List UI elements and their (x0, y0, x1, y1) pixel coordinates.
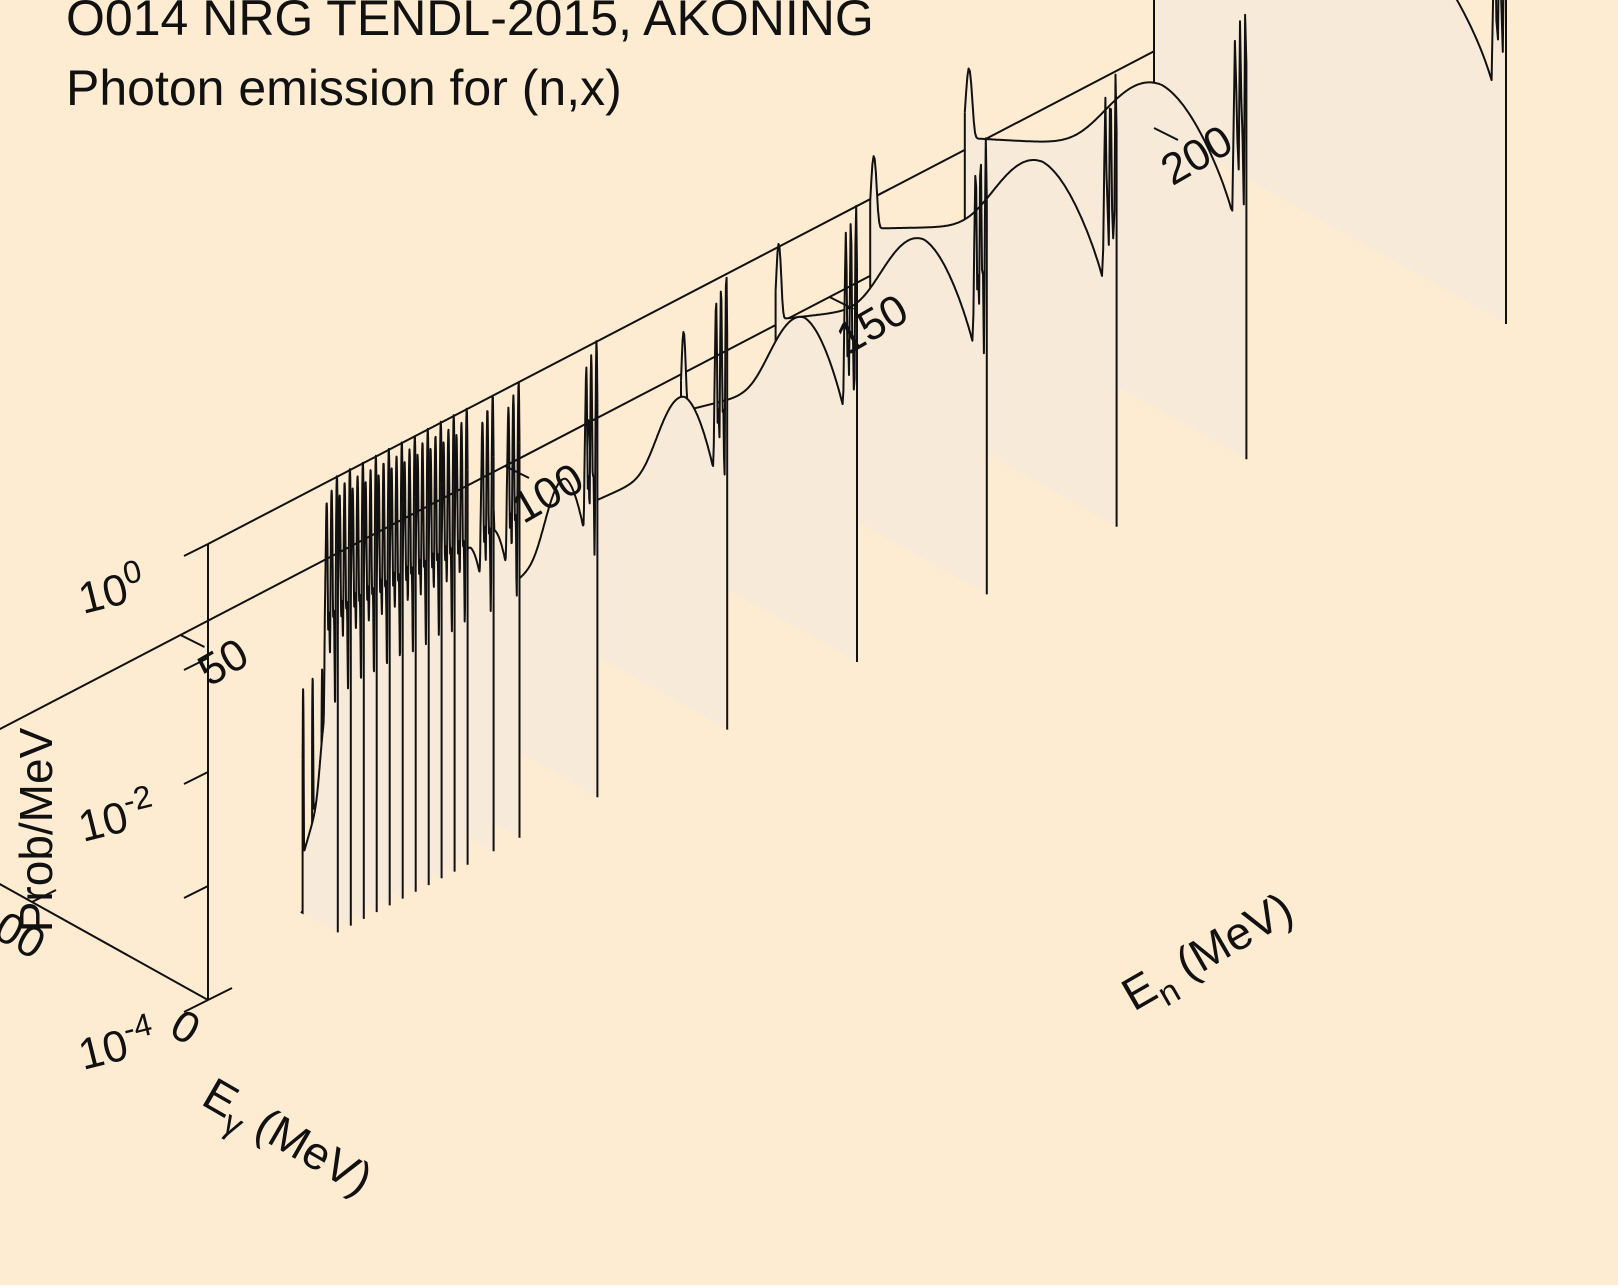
spectrum-slice-En-80 (578, 276, 729, 730)
z-tick-label: 10-4 (72, 1006, 161, 1080)
en-axis-title: En (MeV) (1113, 882, 1306, 1029)
z-tick-base: 10 (74, 1020, 133, 1079)
spectrum-curve (774, 137, 988, 355)
spectrum-slice-En-20 (300, 475, 339, 933)
egamma-tick-label: 0 (162, 1000, 208, 1055)
en-axis-title-unit: (MeV) (1156, 882, 1302, 996)
egamma-tick (31, 889, 57, 903)
chart-title-line-2: Photon emission for (n,x) (66, 60, 622, 116)
chart-title: O014 NRG TENDL-2015, AKONING Photon emis… (66, 0, 874, 116)
z-tick (183, 543, 209, 557)
spectrum-curve (680, 204, 858, 411)
z-tick-base: 10 (74, 564, 133, 623)
z-tick-base: 10 (74, 792, 133, 851)
z-tick-label: 10-2 (72, 778, 161, 852)
egamma-axis-title: Eγ (MeV) (190, 1067, 382, 1214)
axis-ticks (31, 127, 1179, 1013)
en-tick (1153, 127, 1179, 141)
z-tick (183, 657, 209, 671)
en-tick-label: 50 (190, 629, 257, 696)
slice-right-edge (300, 759, 304, 915)
slice-fill (586, 277, 728, 730)
slice-fill (302, 476, 338, 933)
z-tick (183, 999, 209, 1013)
egamma-axis-title-unit: (MeV) (236, 1091, 382, 1205)
spectrum-slices (300, 0, 1507, 933)
spectrum-curve (585, 276, 729, 503)
spectrum-curve (301, 475, 339, 852)
z-tick-label: 100 (72, 552, 151, 623)
en-tick (180, 634, 205, 648)
z-axis-title: Prob/MeV (10, 727, 62, 932)
en-tick (504, 465, 530, 479)
en-tick (829, 296, 854, 310)
egamma-tick (207, 987, 233, 1001)
z-tick (183, 771, 209, 785)
spectrum-curve (869, 73, 1118, 277)
z-tick (183, 885, 209, 899)
z-axis-title-symbol: Prob/MeV (10, 727, 62, 932)
chart-title-line-1: O014 NRG TENDL-2015, AKONING (66, 0, 874, 46)
